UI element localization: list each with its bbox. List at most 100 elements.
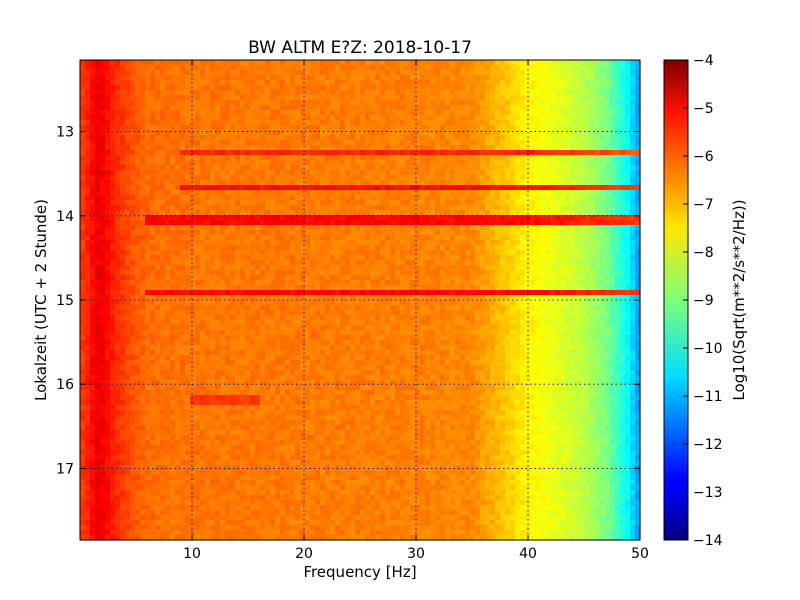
spectrogram-cell — [240, 270, 246, 276]
spectrogram-cell — [530, 135, 536, 141]
spectrogram-cell — [495, 60, 501, 66]
spectrogram-cell — [505, 75, 511, 81]
spectrogram-cell — [315, 200, 321, 206]
spectrogram-cell — [220, 125, 226, 131]
spectrogram-cell — [385, 75, 391, 81]
spectrogram-cell — [335, 155, 341, 161]
spectrogram-cell — [515, 90, 521, 96]
spectrogram-cell — [565, 215, 571, 221]
spectrogram-cell — [115, 145, 121, 151]
spectrogram-cell — [350, 215, 356, 221]
spectrogram-cell — [625, 230, 631, 236]
spectrogram-cell — [630, 80, 636, 86]
spectrogram-cell — [575, 85, 581, 91]
spectrogram-cell — [285, 150, 291, 156]
spectrogram-cell — [415, 170, 421, 176]
spectrogram-cell — [280, 95, 286, 101]
spectrogram-cell — [355, 275, 361, 281]
spectrogram-cell — [140, 245, 146, 251]
spectrogram-cell — [590, 275, 596, 281]
spectrogram-cell — [550, 100, 556, 106]
spectrogram-cell — [180, 195, 186, 201]
spectrogram-cell — [95, 120, 101, 126]
spectrogram-cell — [460, 200, 466, 206]
spectrogram-cell — [515, 170, 521, 176]
spectrogram-cell — [370, 210, 376, 216]
spectrogram-cell — [565, 245, 571, 251]
spectrogram-cell — [325, 80, 331, 86]
spectrogram-cell — [360, 190, 366, 196]
spectrogram-cell — [245, 190, 251, 196]
spectrogram-cell — [100, 120, 106, 126]
spectrogram-cell — [125, 270, 131, 276]
spectrogram-cell — [205, 165, 211, 171]
spectrogram-cell — [460, 135, 466, 141]
spectrogram-cell — [325, 250, 331, 256]
spectrogram-cell — [505, 120, 511, 126]
spectrogram-cell — [130, 80, 136, 86]
spectrogram-cell — [285, 110, 291, 116]
spectrogram-cell — [485, 60, 491, 66]
spectrogram-cell — [590, 140, 596, 146]
spectrogram-cell — [520, 265, 526, 271]
spectrogram-cell — [345, 175, 351, 181]
spectrogram-cell — [275, 245, 281, 251]
spectrogram-cell — [510, 110, 516, 116]
spectrogram-cell — [395, 180, 401, 186]
spectrogram-cell — [370, 120, 376, 126]
spectrogram-cell — [595, 235, 601, 241]
spectrogram-cell — [495, 120, 501, 126]
spectrogram-cell — [120, 270, 126, 276]
spectrogram-cell — [345, 270, 351, 276]
spectrogram-cell — [590, 205, 596, 211]
spectrogram-cell — [545, 120, 551, 126]
spectrogram-cell — [260, 110, 266, 116]
spectrogram-cell — [170, 190, 176, 196]
spectrogram-cell — [425, 235, 431, 241]
spectrogram-cell — [235, 140, 241, 146]
spectrogram-cell — [235, 70, 241, 76]
spectrogram-cell — [200, 240, 206, 246]
spectrogram-cell — [530, 145, 536, 151]
spectrogram-cell — [85, 240, 91, 246]
spectrogram-cell — [85, 175, 91, 181]
spectrogram-cell — [570, 100, 576, 106]
spectrogram-cell — [95, 100, 101, 106]
spectrogram-cell — [95, 180, 101, 186]
spectrogram-cell — [610, 155, 616, 161]
spectrogram-cell — [110, 185, 116, 191]
spectrogram-cell — [445, 140, 451, 146]
spectrogram-cell — [410, 170, 416, 176]
spectrogram-cell — [540, 260, 546, 266]
spectrogram-cell — [360, 135, 366, 141]
spectrogram-cell — [490, 185, 496, 191]
spectrogram-cell — [80, 160, 86, 166]
spectrogram-cell — [365, 130, 371, 136]
spectrogram-cell — [365, 250, 371, 256]
spectrogram-cell — [175, 150, 181, 156]
spectrogram-cell — [625, 100, 631, 106]
spectrogram-cell — [245, 125, 251, 131]
spectrogram-cell — [590, 170, 596, 176]
spectrogram-cell — [315, 175, 321, 181]
spectrogram-cell — [80, 75, 86, 81]
spectrogram-cell — [555, 235, 561, 241]
spectrogram-cell — [550, 65, 556, 71]
spectrogram-cell — [420, 80, 426, 86]
spectrogram-cell — [290, 255, 296, 261]
spectrogram-cell — [365, 155, 371, 161]
spectrogram-cell — [415, 210, 421, 216]
spectrogram-cell — [535, 230, 541, 236]
spectrogram-cell — [160, 270, 166, 276]
spectrogram-cell — [515, 255, 521, 261]
spectrogram-cell — [630, 210, 636, 216]
spectrogram-cell — [565, 100, 571, 106]
spectrogram-cell — [250, 80, 256, 86]
spectrogram-cell — [445, 220, 451, 226]
spectrogram-cell — [480, 170, 486, 176]
spectrogram-cell — [95, 160, 101, 166]
spectrogram-cell — [470, 255, 476, 261]
spectrogram-cell — [355, 195, 361, 201]
spectrogram-cell — [550, 110, 556, 116]
spectrogram-cell — [340, 120, 346, 126]
